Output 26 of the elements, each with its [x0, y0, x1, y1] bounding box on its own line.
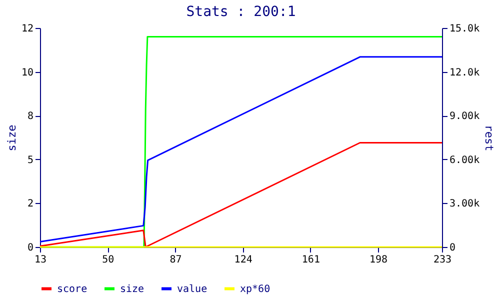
- y-tick-label: 5: [27, 154, 34, 166]
- y-axis-title: size: [5, 124, 18, 152]
- x-tick-label: 233: [433, 254, 452, 266]
- x-tick-label: 198: [370, 254, 388, 266]
- legend-label: score: [57, 284, 88, 295]
- y-tick-label: 12: [21, 24, 34, 34]
- y2-tick-label: 15.0k: [450, 24, 480, 34]
- y-tick-label: 10: [21, 67, 34, 78]
- x-tick-label: 124: [234, 254, 252, 266]
- y-tick-label: 0: [27, 242, 34, 254]
- y2-tick-label: 12.0k: [450, 67, 480, 78]
- y-tick-label: 2: [27, 198, 34, 210]
- legend-label: size: [120, 284, 144, 295]
- x-tick-label: 87: [170, 254, 182, 266]
- y2-tick-label: 0: [450, 242, 456, 254]
- x-tick-label: 13: [34, 254, 47, 266]
- y2-tick-label: 3.00k: [450, 198, 480, 210]
- legend-label: xp*60: [240, 284, 270, 295]
- y2-axis-title: rest: [482, 124, 496, 152]
- x-tick-label: 50: [102, 254, 114, 266]
- x-tick-label: 161: [302, 254, 320, 266]
- chart-title: Stats : 200:1: [186, 4, 296, 20]
- y2-tick-label: 9.00k: [450, 111, 480, 122]
- y-tick-label: 8: [27, 111, 34, 122]
- y2-tick-label: 6.00k: [450, 154, 480, 166]
- legend-label: value: [177, 284, 208, 295]
